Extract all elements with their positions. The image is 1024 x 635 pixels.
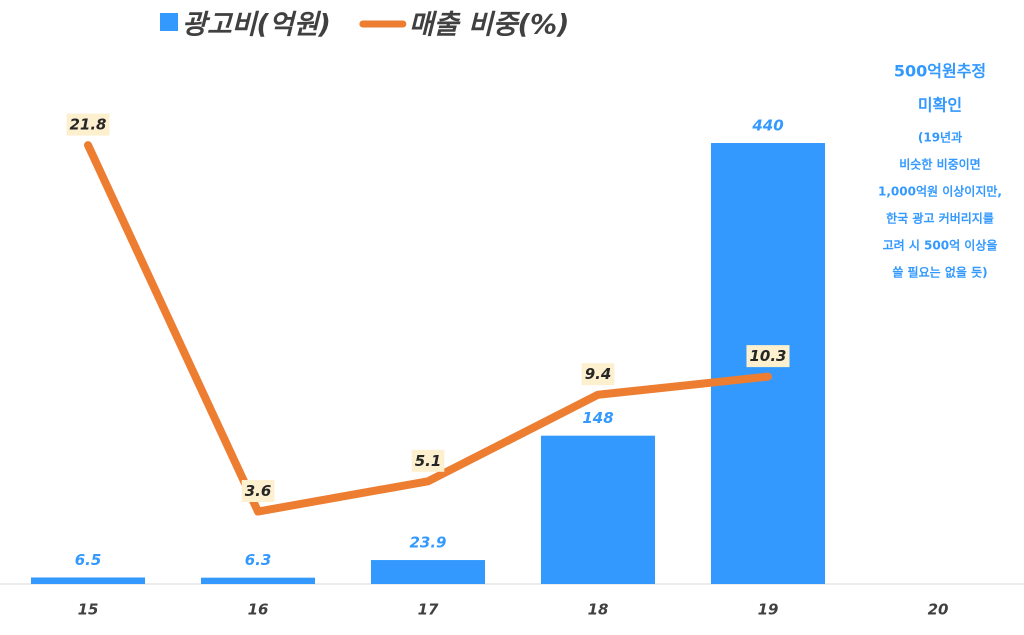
- label-bg: [746, 345, 790, 368]
- label-bg: [411, 449, 445, 472]
- annotation-text: 비슷한 비중이면: [899, 157, 980, 172]
- bar: [371, 560, 485, 584]
- bar: [541, 435, 655, 584]
- bar: [31, 577, 145, 584]
- annotation-text: 쓸 필요는 없을 듯): [892, 265, 987, 280]
- line-value-label: 5.1: [415, 452, 442, 470]
- line: [84, 141, 772, 516]
- bar-value-label: 23.9: [409, 534, 446, 552]
- annotation-title: 미확인: [918, 96, 962, 115]
- annotation-title: 500억원추정: [894, 62, 986, 81]
- x-tick-label: 19: [758, 601, 779, 619]
- bar: [201, 577, 315, 584]
- x-tick-label: 18: [588, 601, 609, 619]
- bar-value-label: 440: [751, 117, 783, 135]
- line-value-label: 9.4: [585, 365, 612, 383]
- bar-value-label: 6.3: [245, 551, 272, 569]
- legend-label: 광고비(억원): [182, 10, 331, 41]
- x-tick-label: 15: [78, 601, 99, 619]
- label-bg: [66, 113, 110, 136]
- line-value-label: 21.8: [69, 116, 106, 134]
- x-tick-label: 16: [248, 601, 269, 619]
- line-value-label: 3.6: [245, 482, 272, 500]
- legend-label: 매출 비중(%): [409, 10, 570, 41]
- x-tick-label: 17: [418, 601, 439, 619]
- annotation-text: 1,000억원 이상이지만,: [878, 184, 1002, 199]
- label-bg: [241, 480, 275, 503]
- annotation-text: 한국 광고 커버리지를: [886, 211, 994, 226]
- line-value-label: 10.3: [749, 347, 786, 365]
- label-bg: [581, 363, 615, 386]
- legend-swatch: [160, 13, 178, 31]
- x-tick-label: 20: [928, 601, 949, 619]
- annotation-text: 고려 시 500억 이상을: [883, 238, 998, 253]
- bar-value-label: 6.5: [75, 551, 102, 569]
- bar-value-label: 148: [582, 409, 613, 427]
- annotation-text: (19년과: [918, 130, 962, 145]
